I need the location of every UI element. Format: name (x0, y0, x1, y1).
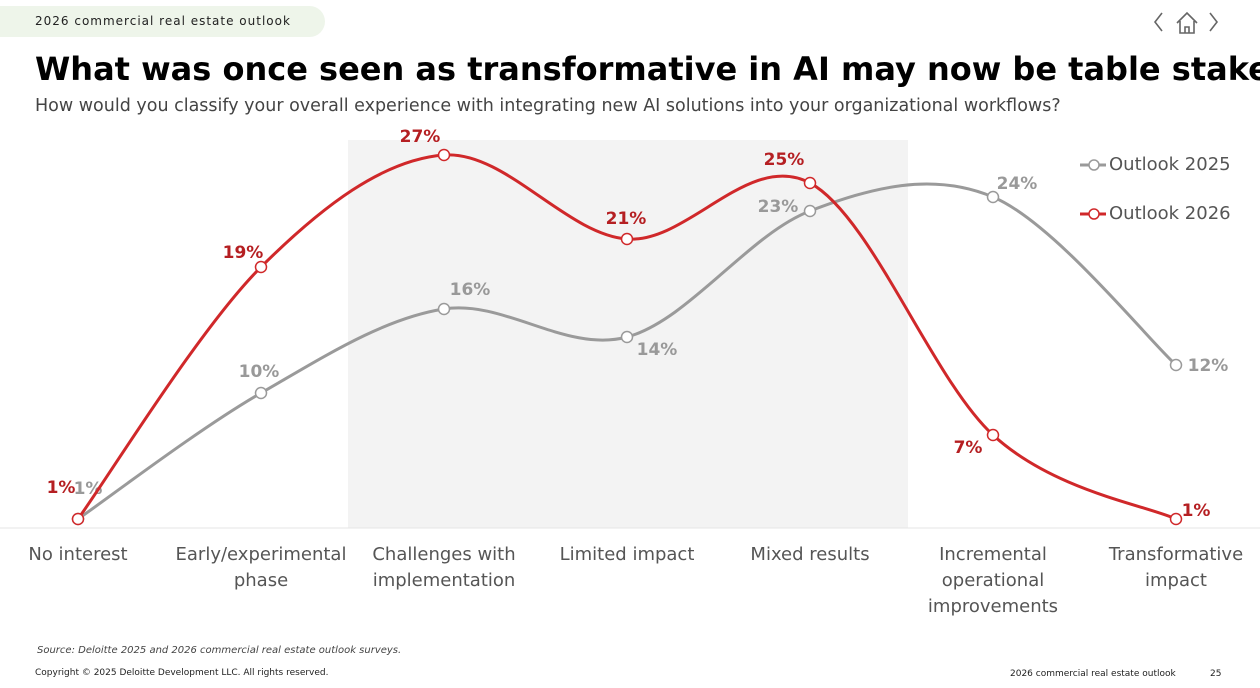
point (986, 190, 1000, 204)
x-tick-label: Transformative impact (1108, 544, 1244, 591)
value-label: 14% (637, 340, 678, 360)
x-tick-label: No interest (28, 544, 128, 565)
point (986, 428, 1000, 442)
x-tick-label: Limited impact (559, 544, 695, 565)
point (71, 512, 85, 526)
value-label: 16% (450, 280, 491, 300)
x-tick-label: Early/experimental phase (175, 544, 347, 591)
point (1169, 512, 1183, 526)
point (620, 232, 634, 246)
source: Source: Deloitte 2025 and 2026 commercia… (37, 645, 402, 656)
value-label: 12% (1188, 356, 1229, 376)
point (254, 260, 268, 274)
point (803, 204, 817, 218)
copyright: Copyright © 2025 Deloitte Development LL… (35, 668, 329, 678)
title: What was once seen as transformative in … (35, 50, 1260, 88)
x-tick-label: Incremental operational improvements (927, 544, 1059, 617)
value-label: 21% (606, 209, 647, 229)
legend-marker (1088, 208, 1100, 220)
x-tick-label: Challenges with implementation (372, 544, 516, 591)
point (437, 302, 451, 316)
value-label: 23% (758, 197, 799, 217)
header-tag: 2026 commercial real estate outlook (35, 14, 291, 28)
prev-button[interactable] (1153, 12, 1163, 32)
value-label: 7% (954, 438, 983, 458)
home-button[interactable] (1176, 11, 1198, 34)
value-label: 27% (400, 127, 441, 147)
legend-label: Outlook 2025 (1109, 154, 1231, 175)
next-button[interactable] (1209, 12, 1219, 32)
value-label: 1% (1182, 501, 1211, 521)
value-label: 19% (223, 243, 264, 263)
value-label: 10% (239, 362, 280, 382)
nav (1153, 11, 1219, 34)
value-label: 24% (997, 174, 1038, 194)
subtitle: How would you classify your overall expe… (35, 96, 1061, 116)
value-label: 25% (764, 150, 805, 170)
page-number: 25 (1210, 669, 1222, 679)
point (1169, 358, 1183, 372)
tag-pill (0, 6, 325, 37)
value-label: 1% (47, 478, 76, 498)
legend-label: Outlook 2026 (1109, 203, 1231, 224)
x-tick-label: Mixed results (750, 544, 870, 565)
footer-report: 2026 commercial real estate outlook (1010, 669, 1176, 679)
legend-marker (1088, 159, 1100, 171)
point (620, 330, 634, 344)
point (254, 386, 268, 400)
point (437, 148, 451, 162)
point (803, 176, 817, 190)
